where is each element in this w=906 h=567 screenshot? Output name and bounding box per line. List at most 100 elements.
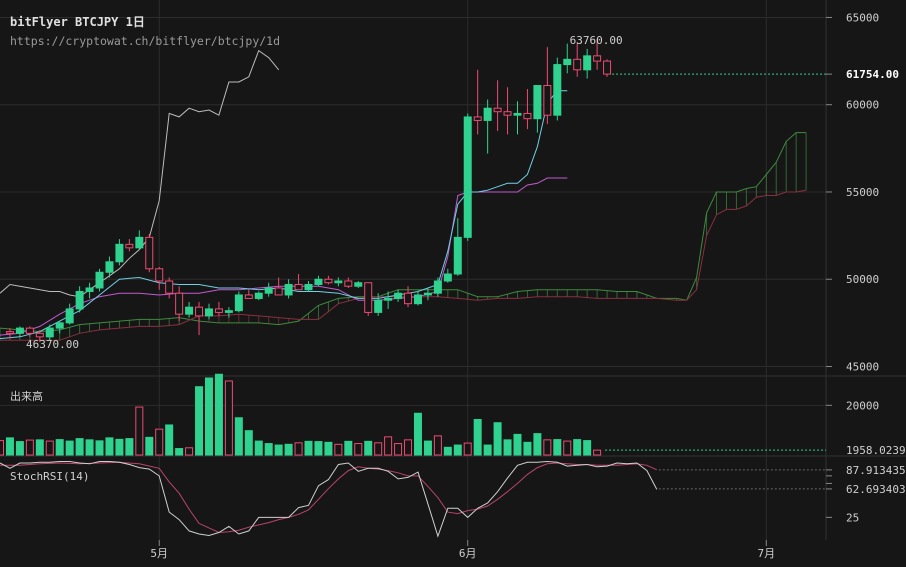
candle xyxy=(394,292,403,299)
price-tick-label: 50000 xyxy=(846,273,879,286)
volume-bar xyxy=(553,439,562,456)
volume-bar xyxy=(583,440,592,456)
volume-bar xyxy=(473,418,482,456)
candle xyxy=(493,107,502,113)
candle xyxy=(603,60,612,75)
volume-bar xyxy=(175,448,184,456)
rsi-tick-label: 25 xyxy=(846,511,859,524)
candle xyxy=(284,283,293,296)
volume-bar xyxy=(413,412,422,456)
ichimoku-cloud xyxy=(0,132,807,341)
candle xyxy=(553,64,562,116)
volume-bar xyxy=(214,373,223,456)
volume-bar xyxy=(533,433,542,456)
volume-label: 出来高 xyxy=(10,390,43,403)
volume-bar xyxy=(483,444,492,456)
senkou-span-a xyxy=(0,132,807,333)
volume-bar xyxy=(35,439,44,456)
volume-bar xyxy=(155,428,164,456)
volume-bar xyxy=(5,437,14,456)
candle xyxy=(304,283,313,291)
volume-tick-label: 20000 xyxy=(846,399,879,412)
candle xyxy=(15,327,24,334)
candle xyxy=(25,327,34,334)
candle xyxy=(45,327,54,338)
candle xyxy=(165,280,174,294)
volume-bar xyxy=(364,440,373,456)
candle xyxy=(254,292,263,299)
candle xyxy=(453,236,462,275)
chart-title: bitFlyer BTCJPY 1日 xyxy=(10,15,145,29)
candle xyxy=(533,85,542,120)
candle xyxy=(413,294,422,305)
candle xyxy=(423,292,432,296)
volume-bar xyxy=(224,380,233,456)
candle xyxy=(523,112,532,120)
volume-bar xyxy=(264,443,273,456)
candle xyxy=(244,294,253,299)
price-tick-label: 60000 xyxy=(846,99,879,112)
candle xyxy=(384,297,393,301)
x-tick-label: 6月 xyxy=(459,547,477,560)
stochrsi-d-line xyxy=(0,461,658,534)
volume-bar xyxy=(95,440,104,456)
candle xyxy=(55,322,64,329)
volume-bar xyxy=(65,440,74,456)
candle xyxy=(185,306,194,315)
volume-bar xyxy=(195,386,204,456)
candle xyxy=(5,331,14,334)
candle xyxy=(175,292,184,315)
volume-bar xyxy=(294,442,303,456)
chart-url[interactable]: https://cryptowat.ch/bitflyer/btcjpy/1d xyxy=(10,34,281,48)
candle xyxy=(483,107,492,121)
volume-bar xyxy=(384,436,393,456)
volume-bar xyxy=(234,417,243,456)
volume-bar xyxy=(55,439,64,456)
stochrsi-label: StochRSI(14) xyxy=(10,470,90,483)
candle xyxy=(543,85,552,116)
volume-bar xyxy=(573,439,582,456)
candle xyxy=(433,280,442,294)
volume-bar xyxy=(453,444,462,456)
candle xyxy=(503,111,512,116)
candle xyxy=(473,116,482,121)
price-tick-label: 65000 xyxy=(846,11,879,24)
volume-bar xyxy=(15,441,24,456)
candle xyxy=(563,58,572,66)
candle xyxy=(443,273,452,282)
candle xyxy=(364,282,373,313)
candle xyxy=(324,278,333,284)
volume-bar xyxy=(45,440,54,456)
candle xyxy=(195,306,204,317)
volume-bar xyxy=(185,447,194,456)
candle xyxy=(374,299,383,313)
volume-bar xyxy=(135,406,144,456)
candle xyxy=(95,271,104,289)
candle xyxy=(264,287,273,294)
volume-bar xyxy=(463,442,472,456)
volume-bar xyxy=(254,440,263,456)
volume-bar xyxy=(165,424,174,456)
volume-bar xyxy=(593,449,602,456)
volume-bar xyxy=(334,443,343,456)
rsi-value-label: 87.913435 xyxy=(846,464,906,477)
volume-bar xyxy=(125,438,134,456)
high-label: 63760.00 xyxy=(570,34,623,47)
candle xyxy=(125,243,134,249)
candle xyxy=(145,236,154,270)
volume-bar xyxy=(374,442,383,456)
stochrsi-k-line xyxy=(0,460,658,538)
volume-bar xyxy=(244,430,253,456)
candle xyxy=(214,308,223,313)
candle xyxy=(204,308,213,317)
volume-bar xyxy=(204,377,213,456)
candle xyxy=(573,58,582,71)
volume-bar xyxy=(563,440,572,456)
volume-bar xyxy=(115,438,124,456)
price-tick-label: 55000 xyxy=(846,186,879,199)
volume-bar xyxy=(324,441,333,456)
candle xyxy=(115,243,124,263)
candle xyxy=(294,283,303,291)
volume-bar xyxy=(25,439,34,456)
